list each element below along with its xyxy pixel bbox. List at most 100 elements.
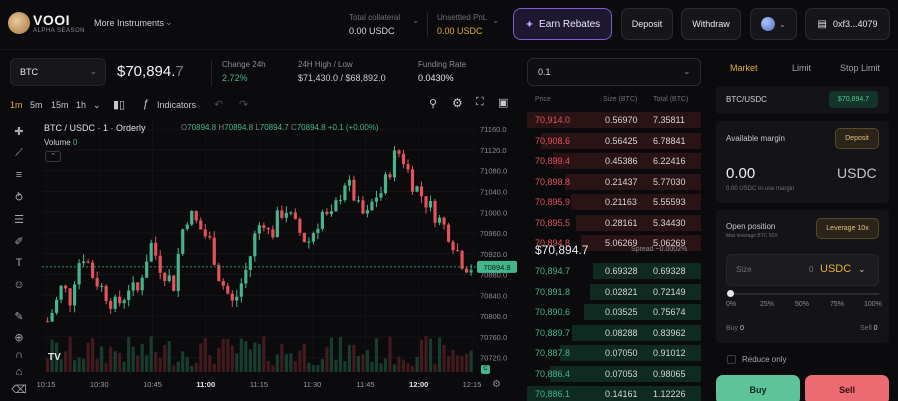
reduce-only-label[interactable]: Reduce only xyxy=(742,355,787,364)
chevron-down-icon[interactable]: ⌄ xyxy=(683,66,691,76)
buy-button[interactable]: Buy xyxy=(716,375,800,401)
volume-bar xyxy=(167,341,171,372)
pct-75[interactable]: 75% xyxy=(830,301,845,308)
candle-body xyxy=(325,211,329,215)
chevron-down-icon[interactable]: ⌄ xyxy=(412,15,420,25)
fullscreen-icon[interactable]: ⛶ xyxy=(476,96,484,108)
candle-body xyxy=(230,293,234,301)
chevron-down-icon[interactable]: ⌄ xyxy=(93,100,101,110)
price-chart[interactable]: 71160.0 71120.0 71080.0 71040.0 71000.0 70960… xyxy=(30,114,518,394)
brush-icon[interactable]: ✐ xyxy=(14,236,24,248)
tab-stop-limit[interactable]: Stop Limit xyxy=(840,63,881,73)
fib-icon[interactable]: ☰ xyxy=(14,214,24,226)
crosshair-icon[interactable]: ✚ xyxy=(14,126,24,138)
horizontal-lines-icon[interactable]: ≡ xyxy=(15,169,23,181)
bid-row[interactable]: 70,891.8 0.02821 0.72149 xyxy=(527,283,701,300)
zoom-search-icon[interactable]: ⚲ xyxy=(429,98,438,110)
bid-row[interactable]: 70,894.7 0.69328 0.69328 xyxy=(527,263,701,279)
x-tick-label: 12:15 xyxy=(463,380,482,389)
candle-body xyxy=(356,200,361,202)
pct-100[interactable]: 100% xyxy=(864,301,882,308)
bid-price: 70,886.4 xyxy=(535,368,571,379)
symbol-select[interactable] xyxy=(10,58,106,86)
reduce-only-checkbox[interactable] xyxy=(727,355,736,364)
candle-body xyxy=(284,212,288,218)
interval-5m[interactable]: 5m xyxy=(30,100,43,110)
bid-row[interactable]: 70,886.1 0.14161 1.12226 xyxy=(527,386,701,401)
candle-body xyxy=(181,229,185,254)
timezone-toggle[interactable]: C xyxy=(481,365,490,374)
spread-value: Spread ~0.0002% xyxy=(631,246,688,253)
wallet-button[interactable]: ▤ 0xf3...4079 xyxy=(805,8,890,40)
bid-row[interactable]: 70,887.8 0.07050 0.91012 xyxy=(527,345,701,361)
interval-15m[interactable]: 15m xyxy=(51,100,69,110)
gear-icon[interactable]: ⚙ xyxy=(452,96,463,110)
candle-body xyxy=(311,233,315,242)
chevron-down-icon[interactable]: ⌄ xyxy=(492,15,500,25)
ruler-icon[interactable]: ✎ xyxy=(14,311,24,323)
chevron-down-icon[interactable]: ⌄ xyxy=(165,17,173,27)
pct-0[interactable]: 0% xyxy=(726,301,737,308)
candle-type-icon[interactable]: ▮▯ xyxy=(113,99,126,111)
pct-25[interactable]: 25% xyxy=(760,301,775,308)
chevron-down-icon[interactable]: ⌄ xyxy=(858,264,866,274)
ask-row[interactable]: 70,899.4 0.45386 6.22416 xyxy=(527,153,701,169)
tab-limit[interactable]: Limit xyxy=(792,63,812,73)
pattern-icon[interactable]: ⥁ xyxy=(15,192,23,204)
camera-icon[interactable]: ▣ xyxy=(498,97,509,109)
emoji-icon[interactable]: ☺ xyxy=(13,279,25,291)
zoom-in-icon[interactable]: ⊕ xyxy=(14,332,24,344)
tab-market[interactable]: Market xyxy=(730,63,758,73)
text-tool-icon[interactable]: T xyxy=(15,257,23,269)
earn-rebates-button[interactable]: ✦ Earn Rebates xyxy=(513,8,612,40)
candle-body xyxy=(446,224,451,242)
deposit-button[interactable]: Deposit xyxy=(621,8,673,40)
volume-bar xyxy=(325,347,329,372)
candle-body xyxy=(203,229,207,237)
size-slider-handle[interactable] xyxy=(727,290,734,297)
size-input[interactable] xyxy=(726,254,879,286)
sell-button[interactable]: Sell xyxy=(805,375,889,401)
tick-size-select[interactable] xyxy=(527,58,701,86)
ask-row[interactable]: 70,914.0 0.56970 7.35811 xyxy=(527,112,701,128)
bid-row[interactable]: 70,886.4 0.07053 0.98065 xyxy=(527,365,701,382)
interval-1m[interactable]: 1m xyxy=(10,100,23,110)
chevron-down-icon[interactable]: ⌄ xyxy=(90,67,97,76)
collapse-legend-button[interactable]: ⌃ xyxy=(45,151,61,162)
leverage-button[interactable]: Leverage 10x xyxy=(816,218,879,239)
interval-1h[interactable]: 1h xyxy=(76,100,87,110)
more-instruments-button[interactable]: More Instruments xyxy=(94,18,165,28)
sell-amount-value: 0 xyxy=(873,325,878,332)
candle-body xyxy=(451,241,455,251)
size-slider-track[interactable] xyxy=(730,293,879,295)
bid-row[interactable]: 70,889.7 0.08288 0.83962 xyxy=(527,324,701,341)
buy-amount: Buy 0 xyxy=(726,325,744,332)
ask-row[interactable]: 70,908.6 0.56425 6.78841 xyxy=(527,132,701,149)
ask-depth-bar xyxy=(553,153,701,169)
ask-row[interactable]: 70,894.8 5.06269 5.06269 xyxy=(527,235,701,251)
indicators-icon[interactable]: ƒ xyxy=(143,98,150,110)
bid-depth-bar xyxy=(584,304,701,320)
undo-icon[interactable]: ↶ xyxy=(214,99,224,111)
ask-row[interactable]: 70,895.9 0.21163 5.55593 xyxy=(527,194,701,210)
volume-bar xyxy=(329,337,333,372)
pct-50[interactable]: 50% xyxy=(795,301,810,308)
magnet-icon[interactable]: ∩ xyxy=(15,349,23,361)
deposit-small-button[interactable]: Deposit xyxy=(835,128,879,149)
indicators-button[interactable]: Indicators xyxy=(157,100,197,110)
ask-row[interactable]: 70,895.5 0.28161 5.34430 xyxy=(527,214,701,231)
trend-line-icon[interactable]: ⟋ xyxy=(15,147,23,159)
candle-body xyxy=(379,193,383,198)
volume-bar xyxy=(433,364,437,372)
size-currency-select[interactable]: USDC xyxy=(820,263,852,275)
size-value[interactable]: 0 xyxy=(809,265,814,274)
bid-row[interactable]: 70,890.6 0.03525 0.75674 xyxy=(527,304,701,320)
lock-icon[interactable]: ⌂ xyxy=(15,366,23,378)
eraser-icon[interactable]: ⌫ xyxy=(11,384,27,396)
available-amount: 0.00 xyxy=(726,165,756,182)
ask-row[interactable]: 70,898.8 0.21437 5.77030 xyxy=(527,173,701,190)
redo-icon[interactable]: ↷ xyxy=(239,99,249,111)
chart-settings-icon[interactable]: ⚙ xyxy=(492,379,501,390)
network-select-button[interactable]: ⌄ xyxy=(750,8,797,40)
withdraw-button[interactable]: Withdraw xyxy=(681,8,741,40)
